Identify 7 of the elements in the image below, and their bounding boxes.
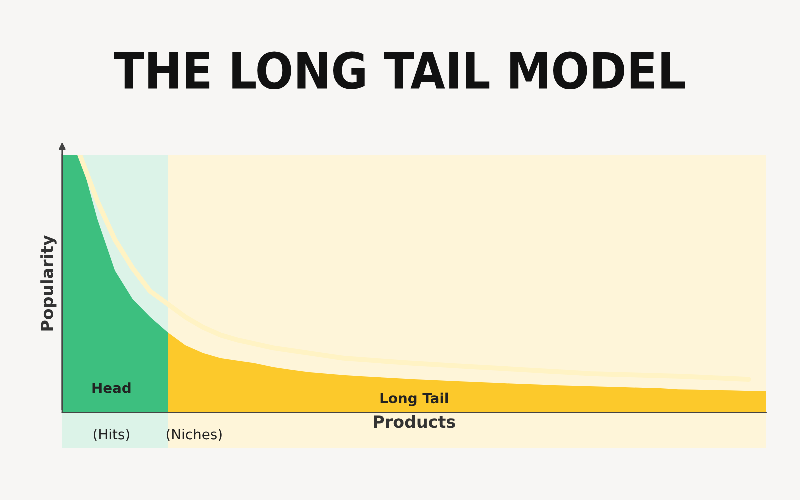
- text: (Hits): [94, 428, 130, 442]
- text: (Niches): [166, 428, 222, 442]
- chart-title: THE LONG TAIL MODEL: [114, 52, 685, 90]
- annotation: Head: [92, 382, 131, 394]
- y-axis-title: Popularity: [40, 235, 57, 331]
- annotation: Long Tail: [380, 392, 448, 406]
- x-axis-title: Products: [374, 415, 456, 428]
